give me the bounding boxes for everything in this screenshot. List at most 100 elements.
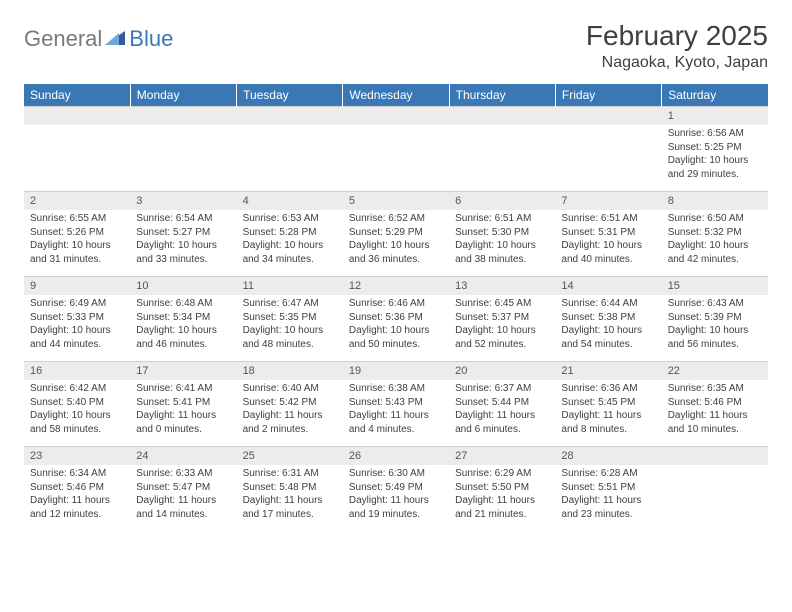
daylight-text: Daylight: 10 hours and 48 minutes.: [243, 324, 337, 351]
sunrise-text: Sunrise: 6:47 AM: [243, 297, 337, 311]
sunrise-text: Sunrise: 6:51 AM: [561, 212, 655, 226]
day-number: 1: [662, 107, 768, 126]
sunset-text: Sunset: 5:48 PM: [243, 481, 337, 495]
sunset-text: Sunset: 5:38 PM: [561, 311, 655, 325]
weekday-header: Monday: [130, 84, 236, 107]
daylight-text: Daylight: 11 hours and 14 minutes.: [136, 494, 230, 521]
day-cell: Sunrise: 6:36 AMSunset: 5:45 PMDaylight:…: [555, 380, 661, 447]
day-number: 17: [130, 362, 236, 381]
daylight-text: Daylight: 10 hours and 50 minutes.: [349, 324, 443, 351]
page-subtitle: Nagaoka, Kyoto, Japan: [586, 54, 768, 72]
sunrise-text: Sunrise: 6:48 AM: [136, 297, 230, 311]
day-number: 18: [237, 362, 343, 381]
daylight-text: Daylight: 11 hours and 19 minutes.: [349, 494, 443, 521]
day-cell: Sunrise: 6:52 AMSunset: 5:29 PMDaylight:…: [343, 210, 449, 277]
page-title: February 2025: [586, 20, 768, 52]
day-number: 10: [130, 277, 236, 296]
sunset-text: Sunset: 5:34 PM: [136, 311, 230, 325]
day-cell: Sunrise: 6:40 AMSunset: 5:42 PMDaylight:…: [237, 380, 343, 447]
daynum-row: 16171819202122: [24, 362, 768, 381]
weekday-header: Tuesday: [237, 84, 343, 107]
day-cell: [555, 125, 661, 192]
day-number: 20: [449, 362, 555, 381]
day-cell: Sunrise: 6:34 AMSunset: 5:46 PMDaylight:…: [24, 465, 130, 531]
day-number: 21: [555, 362, 661, 381]
sunrise-text: Sunrise: 6:42 AM: [30, 382, 124, 396]
daylight-text: Daylight: 10 hours and 54 minutes.: [561, 324, 655, 351]
day-cell: Sunrise: 6:51 AMSunset: 5:30 PMDaylight:…: [449, 210, 555, 277]
sunset-text: Sunset: 5:49 PM: [349, 481, 443, 495]
day-cell: Sunrise: 6:42 AMSunset: 5:40 PMDaylight:…: [24, 380, 130, 447]
day-cell: Sunrise: 6:30 AMSunset: 5:49 PMDaylight:…: [343, 465, 449, 531]
day-body-row: Sunrise: 6:42 AMSunset: 5:40 PMDaylight:…: [24, 380, 768, 447]
day-cell: Sunrise: 6:46 AMSunset: 5:36 PMDaylight:…: [343, 295, 449, 362]
logo-text-general: General: [24, 26, 102, 52]
day-cell: Sunrise: 6:38 AMSunset: 5:43 PMDaylight:…: [343, 380, 449, 447]
day-cell: Sunrise: 6:31 AMSunset: 5:48 PMDaylight:…: [237, 465, 343, 531]
weekday-header: Saturday: [662, 84, 768, 107]
day-cell: Sunrise: 6:45 AMSunset: 5:37 PMDaylight:…: [449, 295, 555, 362]
sunset-text: Sunset: 5:39 PM: [668, 311, 762, 325]
sunset-text: Sunset: 5:30 PM: [455, 226, 549, 240]
sunset-text: Sunset: 5:51 PM: [561, 481, 655, 495]
logo: General Blue: [24, 26, 173, 52]
title-block: February 2025 Nagaoka, Kyoto, Japan: [586, 20, 768, 72]
daynum-row: 232425262728: [24, 447, 768, 466]
day-number: 26: [343, 447, 449, 466]
daynum-row: 1: [24, 107, 768, 126]
sunrise-text: Sunrise: 6:30 AM: [349, 467, 443, 481]
sunset-text: Sunset: 5:41 PM: [136, 396, 230, 410]
day-cell: Sunrise: 6:54 AMSunset: 5:27 PMDaylight:…: [130, 210, 236, 277]
logo-text-blue: Blue: [129, 26, 173, 52]
sunrise-text: Sunrise: 6:33 AM: [136, 467, 230, 481]
sunset-text: Sunset: 5:29 PM: [349, 226, 443, 240]
daylight-text: Daylight: 10 hours and 40 minutes.: [561, 239, 655, 266]
day-cell: Sunrise: 6:49 AMSunset: 5:33 PMDaylight:…: [24, 295, 130, 362]
daylight-text: Daylight: 11 hours and 23 minutes.: [561, 494, 655, 521]
day-number: 16: [24, 362, 130, 381]
sunset-text: Sunset: 5:28 PM: [243, 226, 337, 240]
day-number: [555, 107, 661, 126]
sunset-text: Sunset: 5:43 PM: [349, 396, 443, 410]
day-number: 3: [130, 192, 236, 211]
sunset-text: Sunset: 5:26 PM: [30, 226, 124, 240]
daylight-text: Daylight: 11 hours and 2 minutes.: [243, 409, 337, 436]
daylight-text: Daylight: 10 hours and 56 minutes.: [668, 324, 762, 351]
weekday-header-row: Sunday Monday Tuesday Wednesday Thursday…: [24, 84, 768, 107]
weekday-header: Friday: [555, 84, 661, 107]
sunset-text: Sunset: 5:47 PM: [136, 481, 230, 495]
day-cell: Sunrise: 6:50 AMSunset: 5:32 PMDaylight:…: [662, 210, 768, 277]
day-cell: Sunrise: 6:44 AMSunset: 5:38 PMDaylight:…: [555, 295, 661, 362]
day-body-row: Sunrise: 6:49 AMSunset: 5:33 PMDaylight:…: [24, 295, 768, 362]
daylight-text: Daylight: 10 hours and 33 minutes.: [136, 239, 230, 266]
day-cell: Sunrise: 6:48 AMSunset: 5:34 PMDaylight:…: [130, 295, 236, 362]
day-cell: Sunrise: 6:47 AMSunset: 5:35 PMDaylight:…: [237, 295, 343, 362]
weekday-header: Sunday: [24, 84, 130, 107]
sunrise-text: Sunrise: 6:36 AM: [561, 382, 655, 396]
day-cell: Sunrise: 6:53 AMSunset: 5:28 PMDaylight:…: [237, 210, 343, 277]
day-cell: [24, 125, 130, 192]
sunrise-text: Sunrise: 6:41 AM: [136, 382, 230, 396]
day-number: 28: [555, 447, 661, 466]
day-cell: Sunrise: 6:33 AMSunset: 5:47 PMDaylight:…: [130, 465, 236, 531]
daylight-text: Daylight: 11 hours and 17 minutes.: [243, 494, 337, 521]
day-number: 24: [130, 447, 236, 466]
sunset-text: Sunset: 5:36 PM: [349, 311, 443, 325]
daylight-text: Daylight: 10 hours and 58 minutes.: [30, 409, 124, 436]
day-number: 4: [237, 192, 343, 211]
daylight-text: Daylight: 10 hours and 46 minutes.: [136, 324, 230, 351]
day-number: 9: [24, 277, 130, 296]
daylight-text: Daylight: 11 hours and 10 minutes.: [668, 409, 762, 436]
sunset-text: Sunset: 5:50 PM: [455, 481, 549, 495]
daylight-text: Daylight: 10 hours and 42 minutes.: [668, 239, 762, 266]
day-cell: Sunrise: 6:41 AMSunset: 5:41 PMDaylight:…: [130, 380, 236, 447]
sunset-text: Sunset: 5:44 PM: [455, 396, 549, 410]
day-number: 7: [555, 192, 661, 211]
sunrise-text: Sunrise: 6:53 AM: [243, 212, 337, 226]
daynum-row: 2345678: [24, 192, 768, 211]
header: General Blue February 2025 Nagaoka, Kyot…: [24, 20, 768, 72]
day-cell: [343, 125, 449, 192]
day-number: 6: [449, 192, 555, 211]
sunrise-text: Sunrise: 6:37 AM: [455, 382, 549, 396]
sunset-text: Sunset: 5:33 PM: [30, 311, 124, 325]
